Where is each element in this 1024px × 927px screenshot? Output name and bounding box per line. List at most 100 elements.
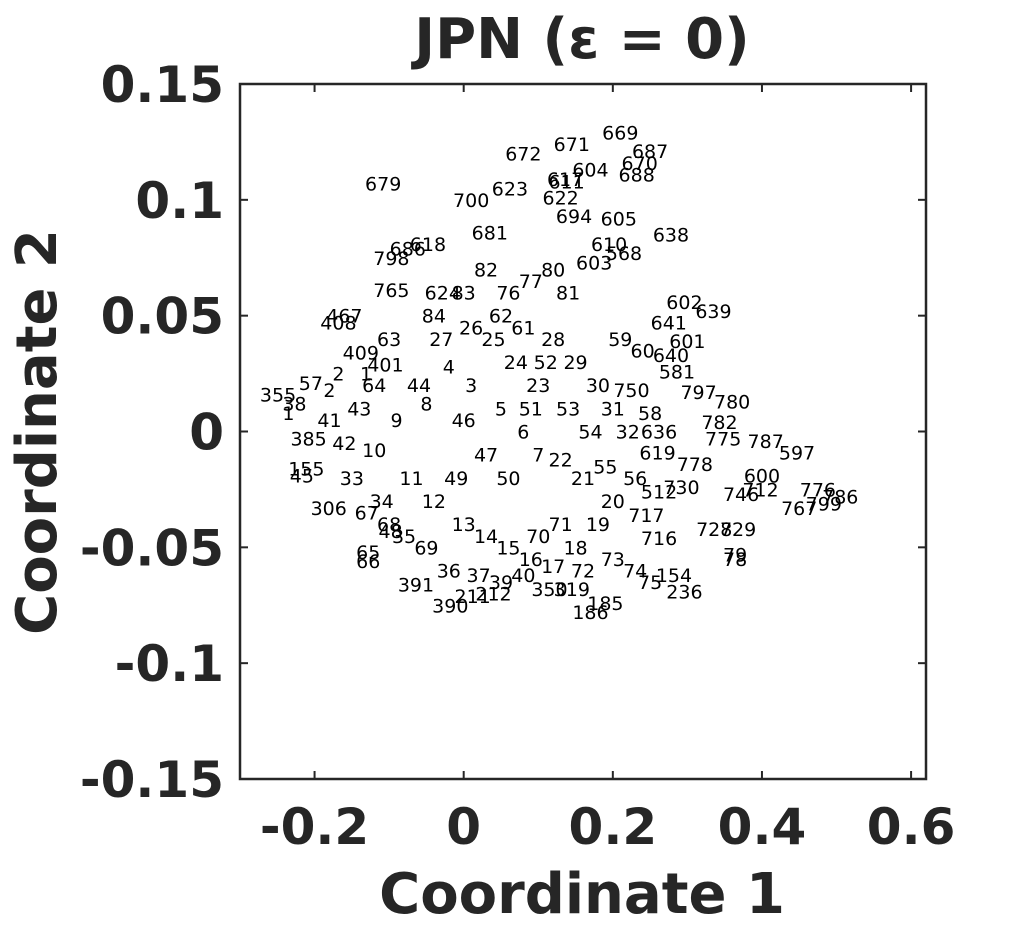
point-label: 83 bbox=[452, 283, 476, 305]
point-label: 624 bbox=[425, 283, 461, 305]
point-label: 780 bbox=[714, 391, 750, 413]
point-label: 610 bbox=[591, 234, 627, 256]
point-label: 355 bbox=[260, 384, 296, 406]
point-label: 3 bbox=[465, 375, 477, 397]
point-label: 43 bbox=[347, 398, 371, 420]
point-label: 767 bbox=[781, 498, 817, 520]
point-label: 44 bbox=[407, 375, 431, 397]
point-label: 66 bbox=[356, 551, 380, 573]
y-tick-label: 0 bbox=[189, 404, 224, 462]
point-label: 19 bbox=[586, 514, 610, 536]
point-label: 716 bbox=[641, 528, 677, 550]
point-label: 786 bbox=[822, 486, 858, 508]
point-label: 408 bbox=[320, 313, 356, 335]
point-label: 72 bbox=[571, 561, 595, 583]
point-label: 746 bbox=[723, 484, 759, 506]
point-label: 672 bbox=[505, 144, 541, 166]
point-label: 10 bbox=[362, 440, 386, 462]
point-label: 52 bbox=[534, 352, 558, 374]
point-label: 694 bbox=[556, 206, 592, 228]
point-label: 671 bbox=[554, 134, 590, 156]
point-label: 700 bbox=[453, 190, 489, 212]
point-label: 75 bbox=[638, 572, 662, 594]
point-label: 57 bbox=[299, 373, 323, 395]
point-label: 622 bbox=[542, 188, 578, 210]
y-axis-ticks: -0.15 -0.1 -0.05 0 0.05 0.1 0.15 bbox=[80, 56, 926, 809]
point-label: 14 bbox=[474, 526, 498, 548]
point-label: 638 bbox=[653, 225, 689, 247]
x-axis-ticks: -0.2 0 0.2 0.4 0.6 bbox=[260, 84, 955, 856]
point-label: 70 bbox=[526, 526, 550, 548]
point-label: 46 bbox=[452, 410, 476, 432]
point-label: 605 bbox=[601, 208, 637, 230]
point-label: 61 bbox=[511, 317, 535, 339]
point-label: 2 bbox=[323, 380, 335, 402]
point-label: 22 bbox=[549, 449, 573, 471]
point-label: 391 bbox=[398, 574, 434, 596]
x-tick-label: 0.4 bbox=[718, 798, 807, 856]
point-label: 730 bbox=[663, 477, 699, 499]
point-label: 58 bbox=[638, 403, 662, 425]
point-label: 11 bbox=[399, 468, 423, 490]
point-label: 2 bbox=[332, 364, 344, 386]
point-label: 617 bbox=[547, 169, 583, 191]
point-label: 71 bbox=[549, 514, 573, 536]
point-label: 155 bbox=[288, 459, 324, 481]
point-label: 76 bbox=[496, 283, 520, 305]
point-label: 12 bbox=[422, 491, 446, 513]
point-label: 467 bbox=[326, 306, 362, 328]
x-tick-label: 0.6 bbox=[867, 798, 956, 856]
point-label: 568 bbox=[606, 243, 642, 265]
point-label: 69 bbox=[414, 537, 438, 559]
point-label: 42 bbox=[332, 433, 356, 455]
point-label: 623 bbox=[492, 178, 528, 200]
point-label: 67 bbox=[355, 503, 379, 525]
point-label: 81 bbox=[556, 283, 580, 305]
point-label: 59 bbox=[608, 329, 632, 351]
point-label: 7 bbox=[532, 445, 544, 467]
point-label: 799 bbox=[806, 493, 842, 515]
point-label: 636 bbox=[641, 422, 677, 444]
point-label: 20 bbox=[601, 491, 625, 513]
point-label: 787 bbox=[748, 431, 784, 453]
point-label: 65 bbox=[356, 542, 380, 564]
point-label: 30 bbox=[586, 375, 610, 397]
point-label: 686 bbox=[390, 238, 426, 260]
x-tick-label: 0 bbox=[446, 798, 481, 856]
point-label: 48 bbox=[379, 521, 403, 543]
y-tick-label: 0.15 bbox=[101, 56, 224, 114]
point-label: 679 bbox=[365, 174, 401, 196]
point-label: 62 bbox=[489, 306, 513, 328]
plot-frame bbox=[238, 82, 928, 781]
point-label: 24 bbox=[504, 352, 528, 374]
y-tick-label: 0.1 bbox=[135, 172, 224, 230]
y-tick-label: -0.15 bbox=[80, 751, 224, 809]
point-label: 17 bbox=[541, 556, 565, 578]
point-label: 306 bbox=[311, 498, 347, 520]
point-label: 38 bbox=[282, 394, 306, 416]
point-label: 670 bbox=[622, 153, 658, 175]
point-label: 401 bbox=[367, 354, 403, 376]
point-label: 39 bbox=[489, 572, 513, 594]
point-label: 765 bbox=[373, 280, 409, 302]
point-label: 4 bbox=[443, 357, 455, 379]
point-label: 681 bbox=[472, 222, 508, 244]
point-label: 8 bbox=[420, 394, 432, 416]
point-label: 36 bbox=[437, 561, 461, 583]
point-label: 55 bbox=[593, 456, 617, 478]
point-label: 18 bbox=[563, 537, 587, 559]
point-label: 45 bbox=[290, 466, 314, 488]
point-label: 618 bbox=[410, 234, 446, 256]
point-label: 611 bbox=[548, 171, 584, 193]
point-label: 602 bbox=[666, 292, 702, 314]
point-label: 211 bbox=[455, 586, 491, 608]
point-label: 186 bbox=[572, 602, 608, 624]
point-label: 641 bbox=[651, 313, 687, 335]
point-label: 34 bbox=[370, 491, 394, 513]
point-label: 84 bbox=[422, 306, 446, 328]
point-label: 37 bbox=[467, 565, 491, 587]
point-label: 13 bbox=[452, 514, 476, 536]
y-tick-label: 0.05 bbox=[101, 288, 224, 346]
point-label: 778 bbox=[677, 454, 713, 476]
point-label: 33 bbox=[340, 468, 364, 490]
